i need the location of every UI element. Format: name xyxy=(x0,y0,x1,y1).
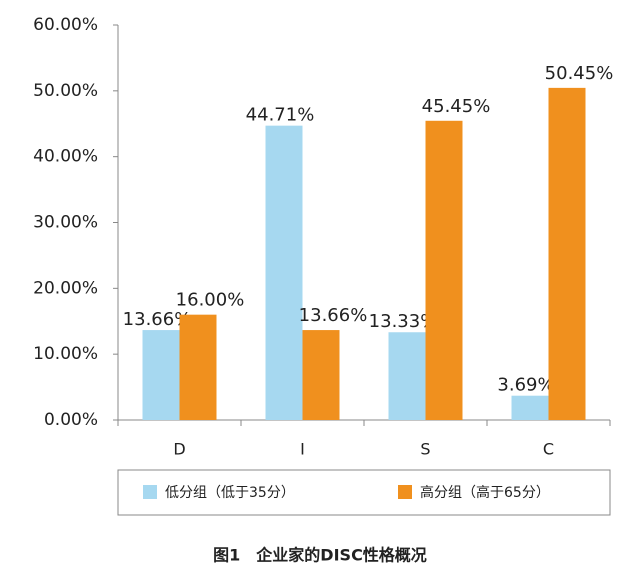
value-label: 13.66% xyxy=(299,305,368,326)
x-tick-label: C xyxy=(543,440,554,459)
legend-swatch xyxy=(398,485,412,499)
value-label: 3.69% xyxy=(497,375,554,396)
x-tick-label: D xyxy=(173,440,185,459)
y-tick-label: 40.00% xyxy=(33,147,98,167)
y-tick-label: 0.00% xyxy=(44,410,98,430)
bar xyxy=(425,120,463,420)
bar xyxy=(302,330,340,420)
x-tick-label: S xyxy=(420,440,430,459)
value-label: 16.00% xyxy=(176,290,245,311)
legend-label: 低分组（低于35分） xyxy=(165,485,295,501)
y-tick-label: 50.00% xyxy=(33,81,98,101)
y-tick-label: 20.00% xyxy=(33,278,98,298)
x-tick-label: I xyxy=(300,440,305,459)
bar xyxy=(265,125,303,420)
legend-label: 高分组（高于65分） xyxy=(420,484,550,501)
bar xyxy=(511,395,549,420)
y-tick-label: 10.00% xyxy=(33,344,98,364)
y-tick-label: 30.00% xyxy=(33,213,98,233)
bar xyxy=(548,87,586,420)
legend-box xyxy=(117,469,611,516)
value-label: 13.33% xyxy=(369,311,438,332)
bar xyxy=(388,332,426,420)
bar xyxy=(179,314,217,420)
bar xyxy=(142,330,180,420)
value-label: 50.45% xyxy=(545,63,614,84)
y-tick-label: 60.00% xyxy=(33,15,98,35)
chart-title: 图1 企业家的DISC性格概况 xyxy=(213,546,427,565)
value-label: 13.66% xyxy=(123,309,192,330)
value-label: 45.45% xyxy=(422,96,491,117)
legend-swatch xyxy=(143,485,157,499)
value-label: 44.71% xyxy=(246,105,315,126)
